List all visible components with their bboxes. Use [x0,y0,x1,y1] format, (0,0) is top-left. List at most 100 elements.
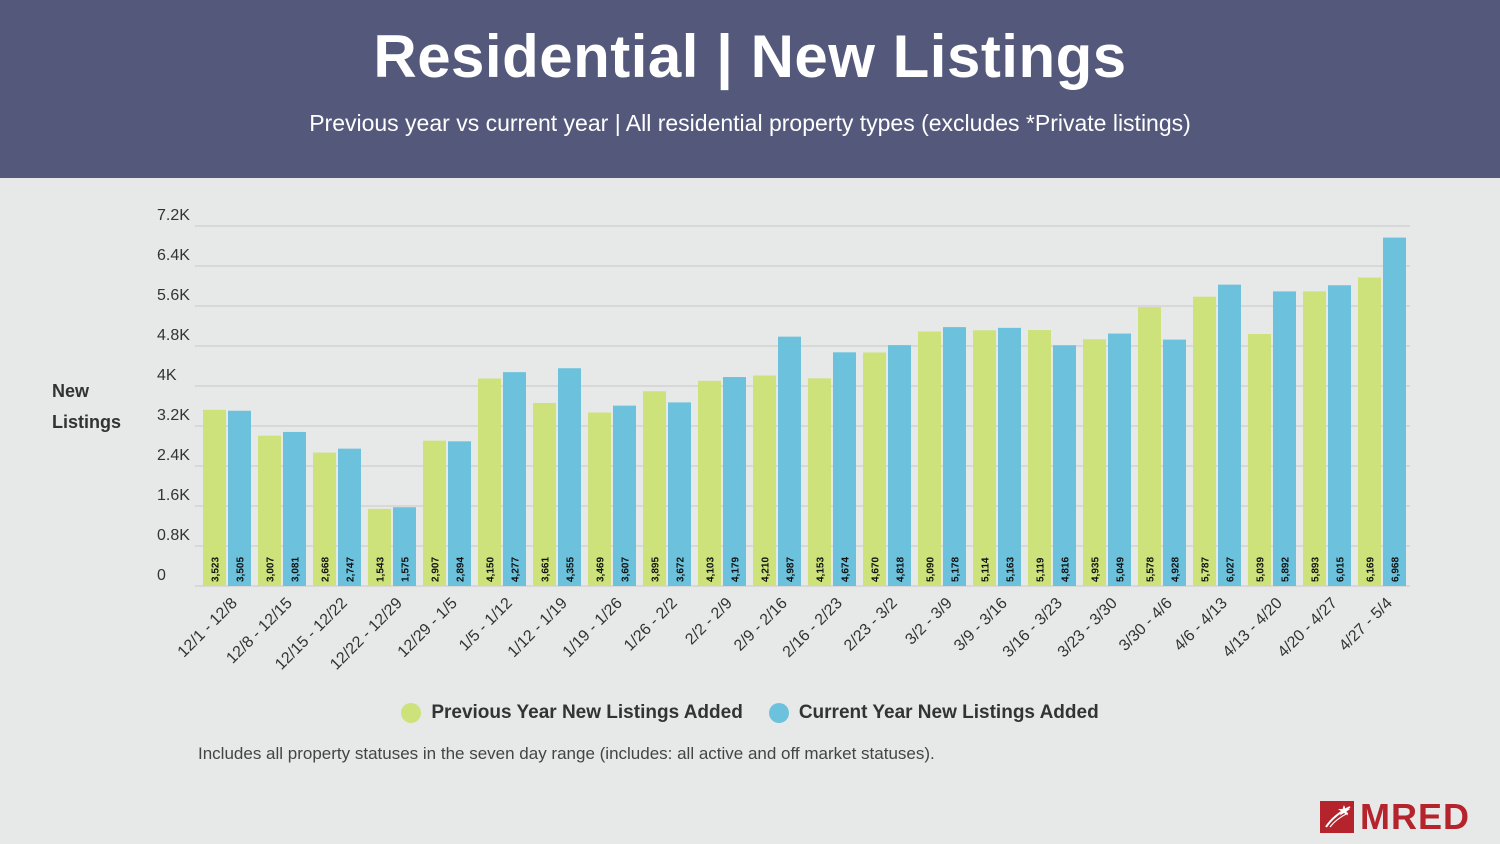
bar-current-year [1383,237,1406,586]
data-label: 4,935 [1091,557,1102,582]
data-label: 5,049 [1116,557,1127,582]
chart-legend: Previous Year New Listings Added Current… [0,702,1500,724]
data-label: 5,090 [926,557,937,582]
data-label: 4,179 [731,557,742,582]
data-label: 2,907 [431,557,442,582]
data-label: 5,163 [1006,557,1017,582]
bar-previous-year [643,391,666,586]
bar-current-year [1273,291,1296,586]
bar-previous-year [808,378,831,586]
y-tick-label: 3.2K [157,407,190,424]
x-tick-label: 1/19 - 1/26 [560,595,626,661]
data-label: 3,007 [266,557,277,582]
page-subtitle: Previous year vs current year | All resi… [309,110,1191,136]
data-label: 5,178 [951,557,962,582]
data-label: 6,968 [1391,557,1402,582]
x-tick-label: 4/20 - 4/27 [1275,595,1341,661]
y-tick-label: 4K [157,367,177,384]
bar-current-year [998,327,1021,586]
data-label: 3,607 [621,557,632,582]
data-label: 1,543 [376,557,387,582]
bar-previous-year [753,375,776,586]
data-label: 5,119 [1036,557,1047,582]
x-tick-label: 3/30 - 4/6 [1116,595,1176,655]
bar-current-year [833,352,856,586]
x-tick-label: 3/23 - 3/30 [1055,595,1121,661]
x-tick-label: 2/2 - 2/9 [682,595,736,649]
bar-current-year [448,441,471,586]
bar-previous-year [1248,334,1271,586]
data-label: 2,894 [456,557,467,582]
bar-current-year [1218,284,1241,586]
bar-previous-year [313,452,336,586]
data-label: 5,039 [1256,557,1267,582]
data-label: 3,081 [291,557,302,582]
bar-current-year [1163,339,1186,586]
data-label: 3,469 [596,557,607,582]
x-tick-label: 4/27 - 5/4 [1336,595,1396,655]
bar-previous-year [423,440,446,586]
data-label: 5,114 [981,557,992,582]
bar-previous-year [368,508,391,586]
y-tick-label: 7.2K [157,207,190,224]
data-label: 6,027 [1226,557,1237,582]
y-tick-label: 5.6K [157,287,190,304]
data-label: 4,818 [896,557,907,582]
data-label: 4,277 [511,557,522,582]
legend-item-current-year: Current Year New Listings Added [768,702,1099,724]
data-label: 2,668 [321,557,332,582]
data-label: 3,895 [651,557,662,582]
bar-current-year [393,507,416,586]
bar-current-year [338,448,361,586]
data-label: 2,747 [346,557,357,582]
y-tick-label: 0.8K [157,527,190,544]
bar-current-year [283,431,306,586]
data-label: 4,816 [1061,557,1072,582]
bar-previous-year [918,331,941,586]
bar-current-year [778,336,801,586]
data-label: 4,210 [761,557,772,582]
bar-previous-year [203,409,226,586]
bar-previous-year [863,352,886,586]
x-tick-label: 3/2 - 3/9 [902,595,956,649]
legend-swatch-previous-year [401,703,422,723]
data-label: 1,575 [401,557,412,582]
y-tick-label: 6.4K [157,247,190,264]
data-label: 4,928 [1171,557,1182,582]
data-label: 6,015 [1336,557,1347,582]
y-axis-label: Listings [52,412,121,432]
legend-swatch-current-year [768,703,789,723]
y-tick-label: 4.8K [157,327,190,344]
bar-current-year [888,345,911,586]
chart-area: 0 0.8K 1.6K 2.4K 3.2K 4K 4.8K 5.6K 6.4K 7.2K New Li… [0,178,1500,718]
legend-label-previous-year: Previous Year New Listings Added [431,702,743,723]
bar-previous-year [1303,291,1326,586]
bar-previous-year [973,330,996,586]
legend-item-previous-year: Previous Year New Listings Added [401,702,743,724]
data-label: 4,355 [566,557,577,582]
bar-current-year [1328,285,1351,586]
x-tick-label: 2/16 - 2/23 [780,595,846,661]
bar-previous-year [588,412,611,586]
data-label: 3,523 [211,557,222,582]
bar-previous-year [1358,277,1381,586]
data-label: 4,987 [786,557,797,582]
bar-current-year [943,327,966,586]
x-tick-label: 1/26 - 2/2 [621,595,681,655]
data-label: 3,505 [236,557,247,582]
x-tick-label: 12/29 - 1/5 [395,595,461,661]
bar-previous-year [1028,330,1051,586]
mred-star-icon [1320,801,1354,833]
data-label: 6,169 [1366,557,1377,582]
y-axis-label: New [52,381,90,401]
data-label: 4,670 [871,557,882,582]
y-tick-label: 0 [157,567,166,584]
data-label: 3,672 [676,557,687,582]
header-banner: Residential | New Listings Previous year… [0,0,1500,178]
y-tick-label: 2.4K [157,447,190,464]
bar-chart: 0 0.8K 1.6K 2.4K 3.2K 4K 4.8K 5.6K 6.4K 7.2K New Li… [52,207,1410,674]
data-label: 4,153 [816,557,827,582]
bar-current-year [558,368,581,586]
data-label: 5,578 [1146,557,1157,582]
legend-label-current-year: Current Year New Listings Added [798,702,1099,723]
